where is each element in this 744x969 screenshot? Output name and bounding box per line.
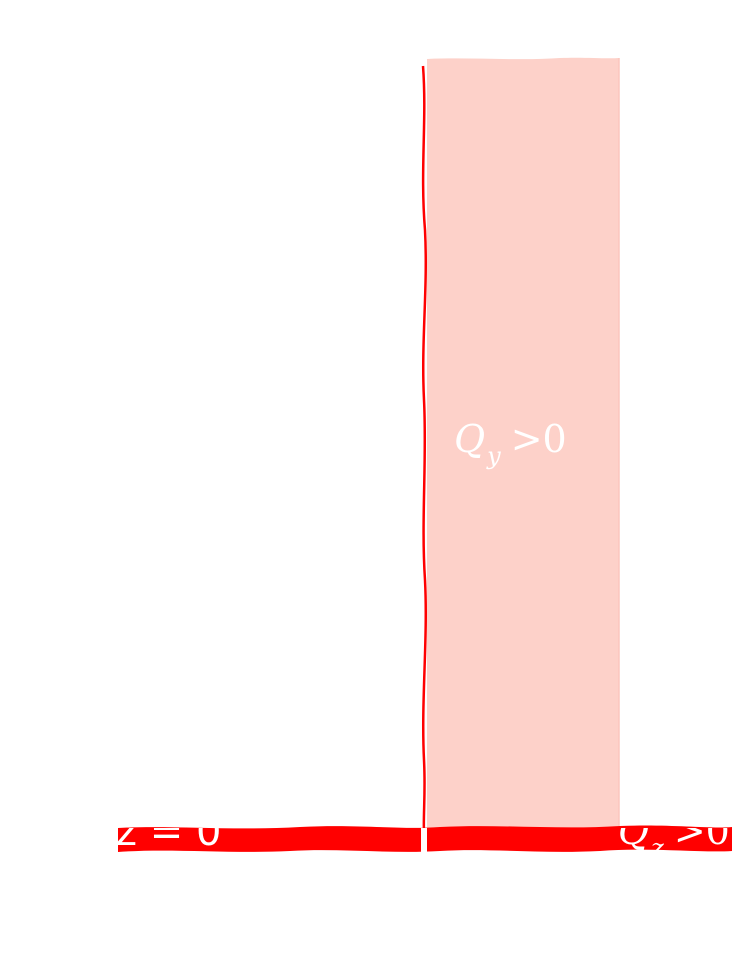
axis-label: Qz >0 — [618, 809, 730, 862]
region-label-symbol: Q — [454, 417, 485, 461]
baseline-label-clip: z = 0 — [116, 809, 221, 855]
vertical-axis-line — [421, 65, 427, 847]
baseline-label: z = 0 — [116, 809, 221, 855]
positive-region — [427, 57, 619, 829]
region-label-relation: >0 — [511, 417, 567, 461]
axis-label-subscript: z — [650, 834, 664, 862]
region-label-subscript: y — [486, 442, 501, 470]
axis-label-relation: >0 — [674, 809, 730, 853]
origin-tick — [421, 828, 427, 852]
axis-label-clip: Qz >0 — [618, 809, 730, 862]
region-label: Qy >0 — [454, 417, 567, 470]
axis-label-symbol: Q — [618, 809, 649, 853]
